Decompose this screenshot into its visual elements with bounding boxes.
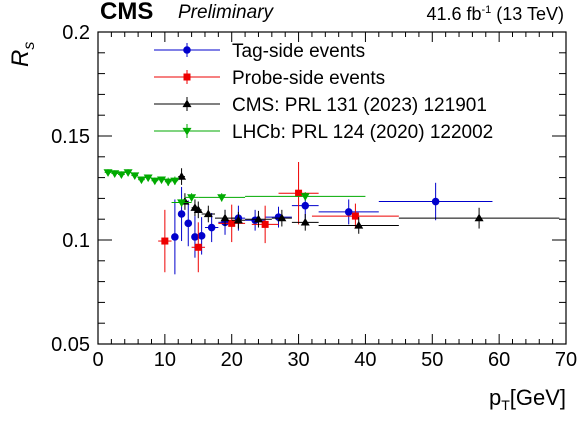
energy-label: (13 TeV) xyxy=(496,4,564,24)
legend-marker xyxy=(183,73,191,81)
data-point xyxy=(217,194,227,202)
data-point xyxy=(431,197,440,206)
x-tick-label: 20 xyxy=(221,349,243,371)
data-point xyxy=(123,169,133,177)
data-point xyxy=(191,233,199,241)
luminosity-label: 41.6 fb-1 (13 TeV) xyxy=(426,4,564,25)
legend-marker xyxy=(183,46,191,54)
data-point xyxy=(228,219,236,227)
data-point xyxy=(301,201,310,210)
axes: 0 10 20 30 40 50 60 70 0.05 0.1 0.15 0.2 xyxy=(51,22,577,371)
plot-frame xyxy=(97,31,567,345)
data-point xyxy=(177,199,187,208)
data-point xyxy=(143,174,153,183)
data-point xyxy=(197,232,206,240)
series-2 xyxy=(177,168,560,234)
x-tick-label: 70 xyxy=(555,349,577,371)
data-point xyxy=(171,233,179,241)
x-axis-title: pT[GeV] xyxy=(489,385,566,413)
legend-marker xyxy=(182,127,192,136)
luminosity-exponent: -1 xyxy=(481,4,492,16)
x-tick-label: 0 xyxy=(92,349,103,371)
data-point xyxy=(116,171,126,179)
data-point xyxy=(177,210,186,218)
legend-label: LHCb: PRL 124 (2020) 122002 xyxy=(232,122,493,143)
x-tick-label: 40 xyxy=(354,349,376,371)
data-point xyxy=(193,205,203,213)
data-point xyxy=(354,220,364,229)
y-tick-label: 0.2 xyxy=(62,22,90,44)
data-point xyxy=(351,212,359,220)
y-axis-title: Rs xyxy=(7,42,38,67)
data-point xyxy=(253,214,263,223)
y-tick-label: 0.15 xyxy=(51,126,90,148)
y-tick-label: 0.1 xyxy=(62,230,90,252)
data-point xyxy=(157,176,167,185)
legend-label: Probe-side events xyxy=(232,68,385,89)
data-point xyxy=(203,209,213,218)
legend-label: Tag-side events xyxy=(232,41,365,62)
x-tick-label: 10 xyxy=(154,349,176,371)
data-point xyxy=(344,208,353,216)
data-point xyxy=(161,237,169,245)
data-point xyxy=(110,170,120,178)
experiment-label: CMS xyxy=(100,0,154,25)
series-1 xyxy=(158,162,399,273)
data-point xyxy=(207,223,216,232)
data-point xyxy=(261,220,269,228)
data-point xyxy=(170,177,180,186)
status-label: Preliminary xyxy=(178,2,274,23)
data-point xyxy=(300,193,310,201)
data-point xyxy=(150,177,160,186)
series-3 xyxy=(103,169,366,208)
data-point xyxy=(474,213,484,222)
data-point xyxy=(163,178,173,187)
legend-label: CMS: PRL 131 (2023) 121901 xyxy=(232,95,487,116)
x-tick-label: 50 xyxy=(421,349,443,371)
data-point xyxy=(184,219,193,228)
data-point xyxy=(177,172,187,180)
legend-marker xyxy=(182,99,192,108)
data-point xyxy=(233,215,243,224)
data-point xyxy=(103,169,113,177)
data-point xyxy=(220,213,230,222)
data-point xyxy=(194,243,202,251)
data-point xyxy=(300,217,310,226)
y-tick-label: 0.05 xyxy=(51,334,90,356)
x-tick-label: 60 xyxy=(488,349,510,371)
data-point xyxy=(136,176,146,185)
series-0 xyxy=(171,182,493,275)
x-tick-label: 30 xyxy=(287,349,309,371)
data-point xyxy=(187,194,197,202)
legend: Tag-side events Probe-side events CMS: PRL… xyxy=(154,41,493,143)
data-point xyxy=(295,189,303,197)
luminosity-value: 41.6 fb xyxy=(426,4,482,24)
data-point xyxy=(277,213,287,222)
data-point xyxy=(130,172,140,181)
